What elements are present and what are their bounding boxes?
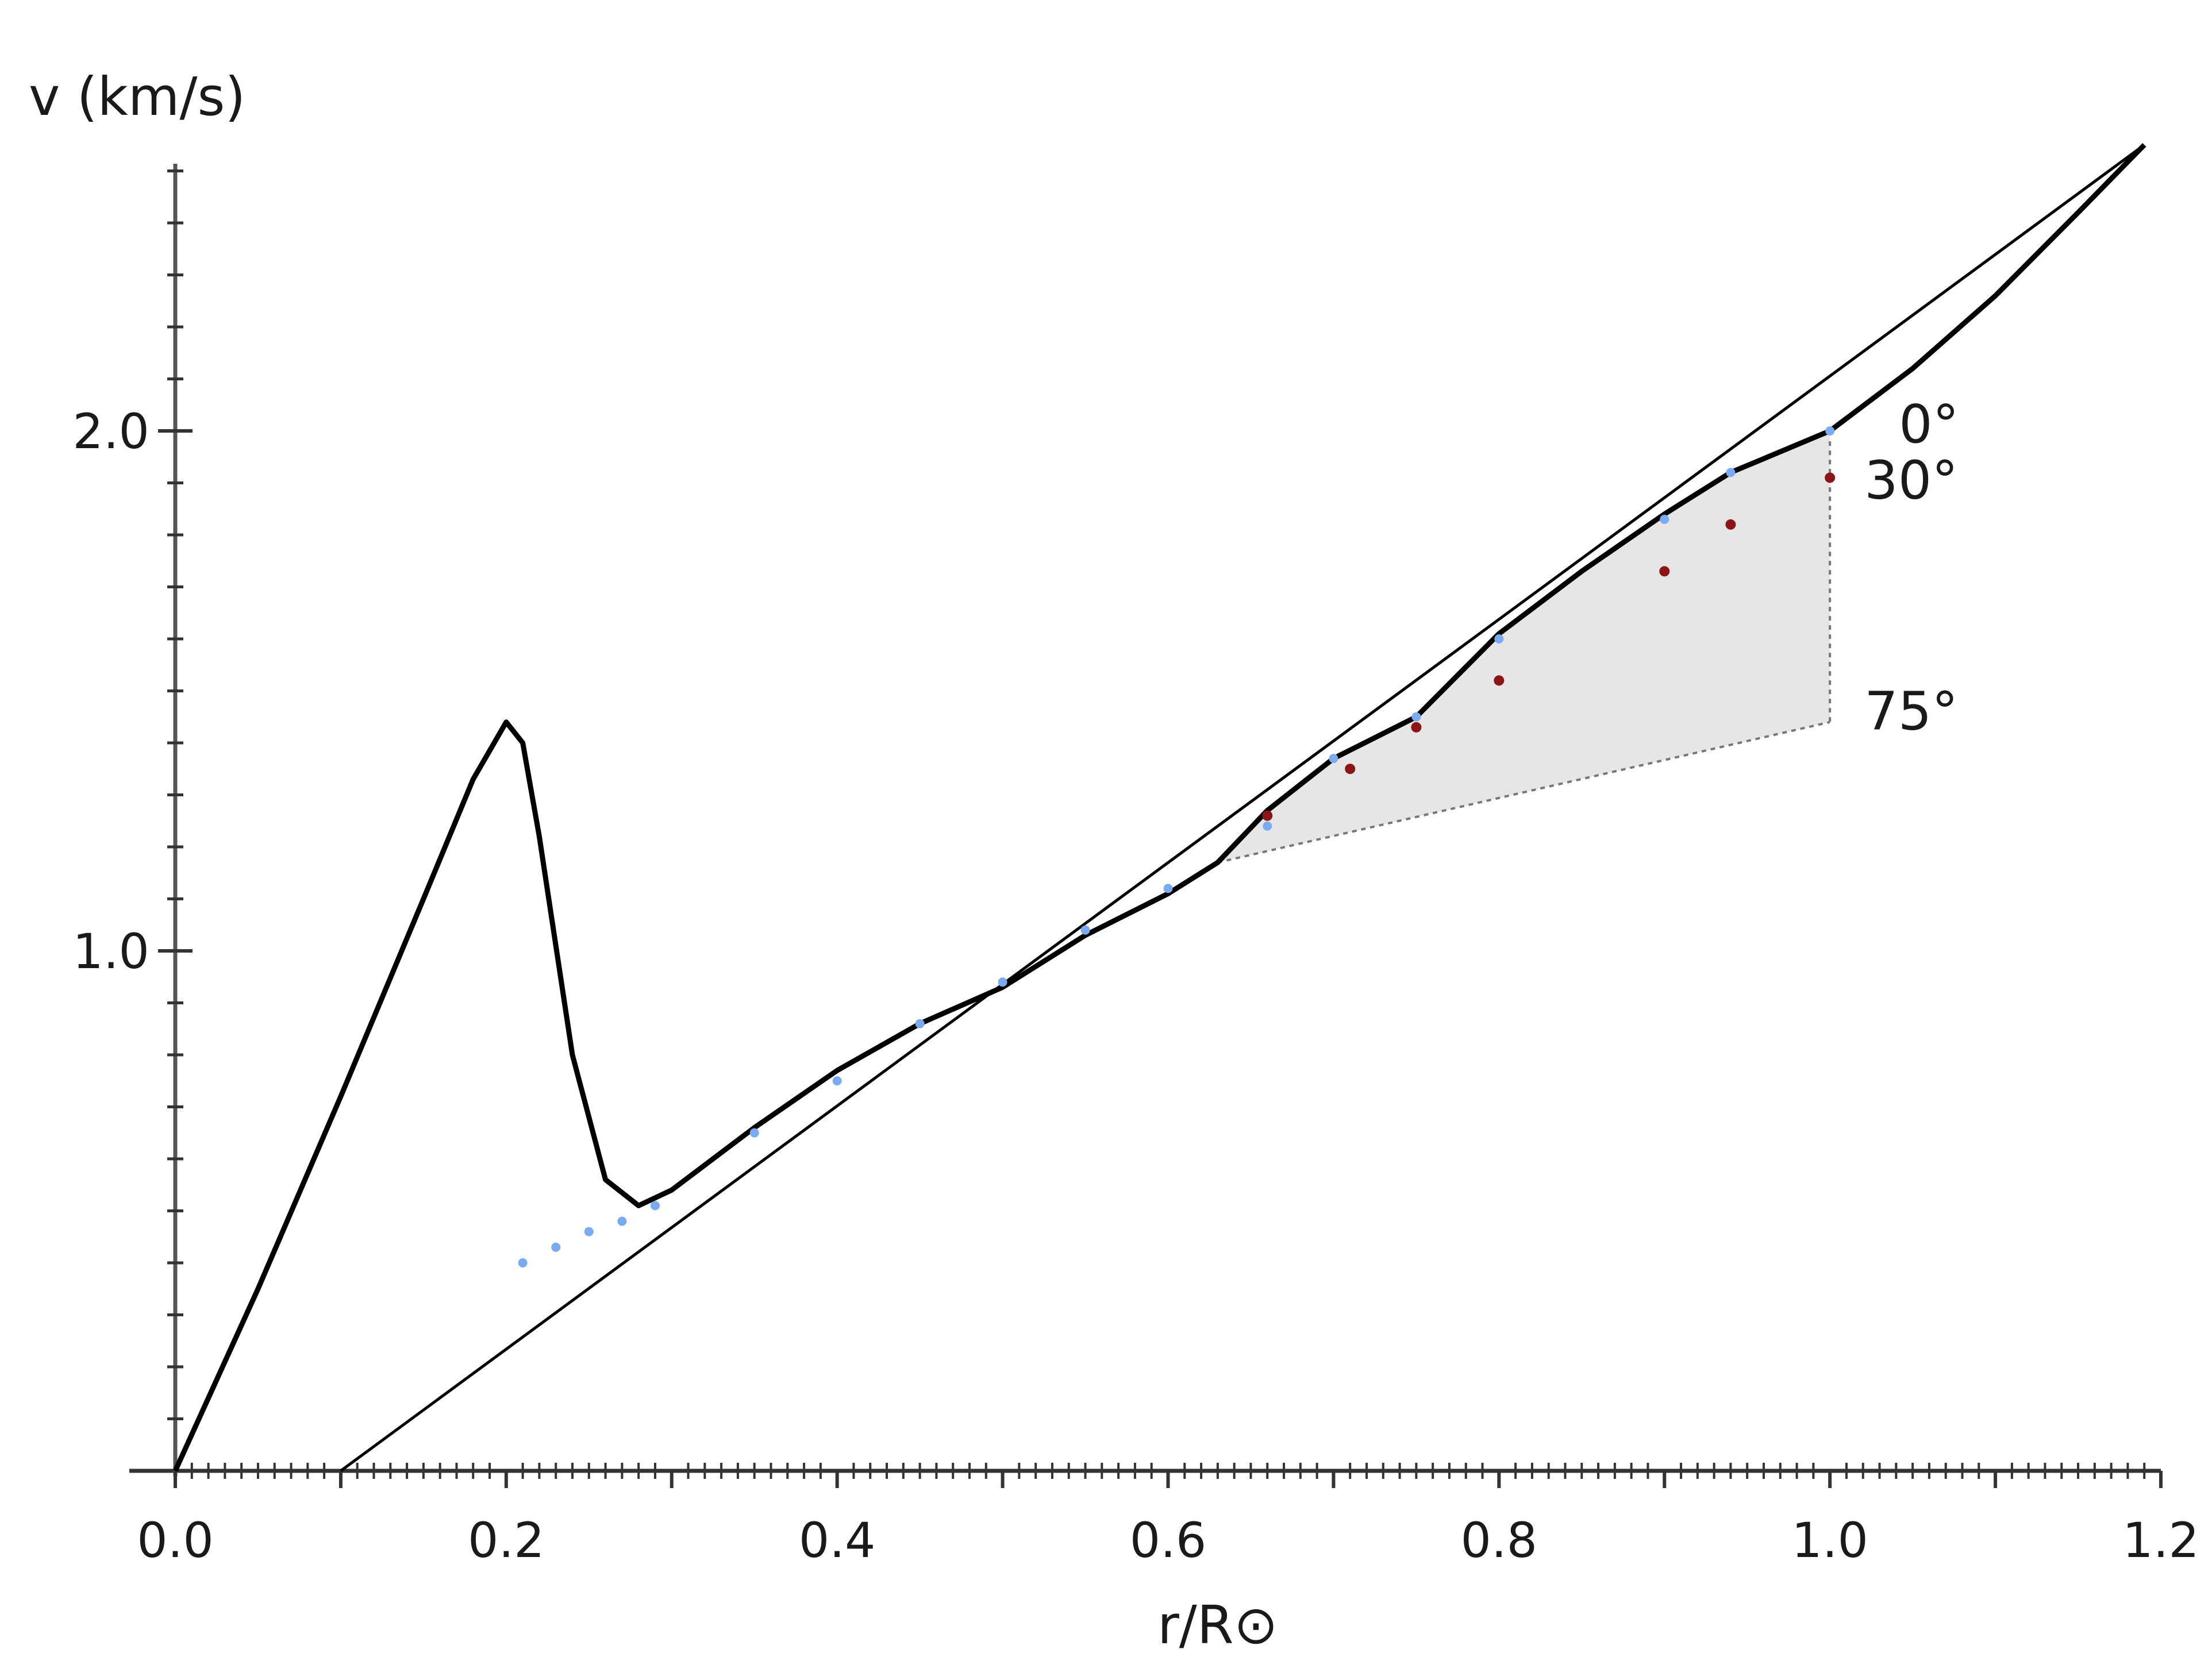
red-data-point xyxy=(1725,519,1736,530)
blue-data-point xyxy=(1825,426,1835,436)
y-tick-label: 1.0 xyxy=(72,923,149,980)
labels: 0.0 0.2 0.4 0.6 0.8 1.0 1.2 1.0 2.0 v (km/s) r/R⊙ 0… xyxy=(29,66,2199,1656)
shaded-latitude-region xyxy=(1217,431,1832,864)
x-tick-label: 1.2 xyxy=(2122,1512,2199,1568)
latitude-label: 30° xyxy=(1864,449,1958,511)
blue-data-point xyxy=(998,977,1007,987)
latitude-label: 75° xyxy=(1864,681,1958,742)
red-data-point xyxy=(1411,722,1422,733)
blue-data-point xyxy=(832,1076,842,1086)
blue-data-point xyxy=(1263,821,1272,831)
red-data-point xyxy=(1659,566,1670,577)
blue-data-point xyxy=(915,1019,925,1028)
data-series xyxy=(172,143,2146,1473)
red-data-point xyxy=(1262,810,1273,821)
x-axis-label: r/R⊙ xyxy=(1157,1594,1278,1656)
blue-data-point xyxy=(584,1227,594,1236)
blue-data-point xyxy=(617,1216,627,1226)
x-tick-label: 1.0 xyxy=(1791,1512,1868,1568)
x-tick-label: 0.6 xyxy=(1130,1512,1207,1568)
blue-data-point xyxy=(518,1258,528,1267)
blue-data-point xyxy=(1411,712,1421,722)
x-tick-label: 0.8 xyxy=(1461,1512,1538,1568)
x-tick-label: 0.2 xyxy=(468,1512,545,1568)
blue-data-point xyxy=(551,1242,561,1252)
shaded-area xyxy=(1217,431,1830,863)
blue-data-point xyxy=(1080,925,1090,935)
shade-lower-edge xyxy=(1217,720,1830,864)
red-data-point xyxy=(1345,764,1356,774)
blue-data-point xyxy=(1329,754,1338,764)
latitude-label: 0° xyxy=(1899,394,1959,455)
y-tick-label: 2.0 xyxy=(72,403,149,460)
red-data-point xyxy=(1494,675,1505,686)
red-data-point xyxy=(1825,472,1836,483)
linear-reference-line xyxy=(340,144,2145,1473)
rotation-curve xyxy=(172,143,2146,1472)
blue-data-point xyxy=(1163,884,1173,893)
y-axis-label: v (km/s) xyxy=(29,66,245,128)
blue-data-point xyxy=(650,1201,660,1211)
axes xyxy=(129,164,2163,1488)
blue-data-point xyxy=(749,1128,759,1138)
blue-data-point xyxy=(1726,468,1736,477)
blue-data-point xyxy=(1494,634,1504,643)
x-tick-label: 0.0 xyxy=(137,1512,214,1568)
blue-data-point xyxy=(1660,514,1669,524)
x-tick-label: 0.4 xyxy=(799,1512,876,1568)
